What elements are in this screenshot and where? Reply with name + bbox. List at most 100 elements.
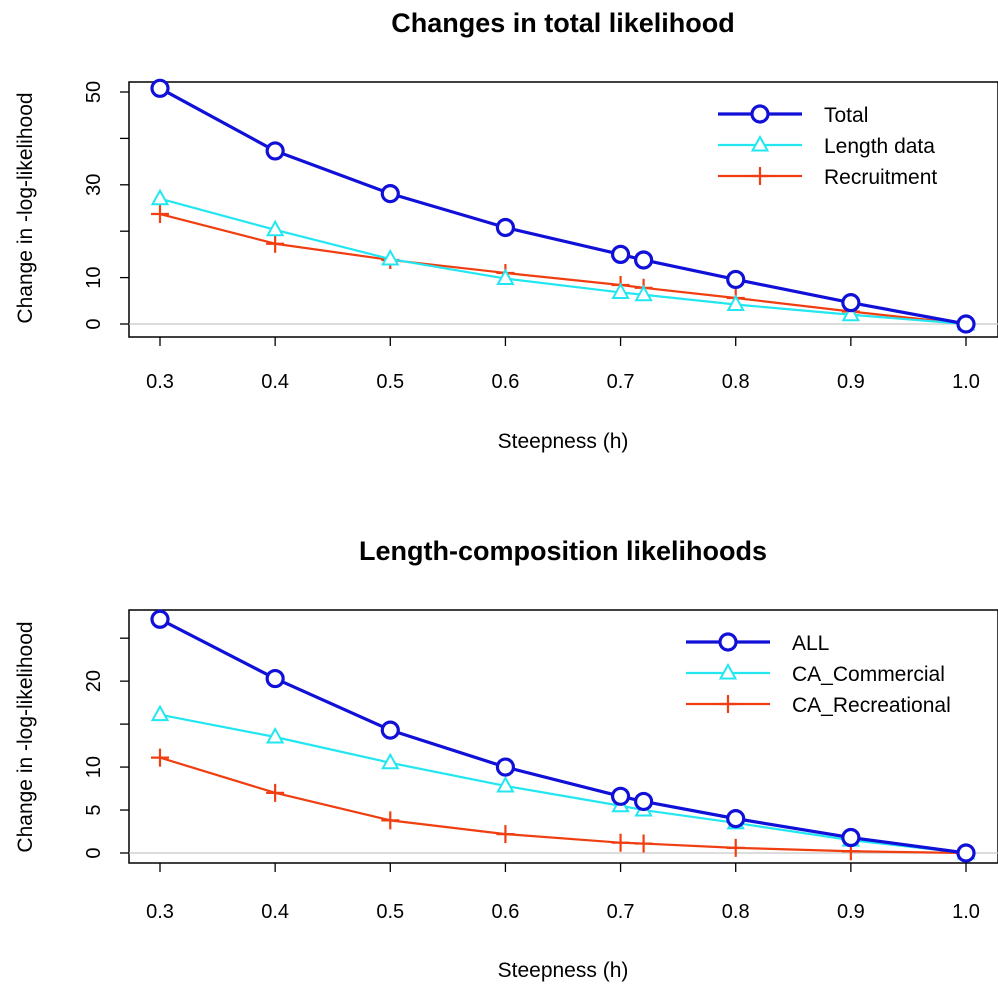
point-total (841, 293, 861, 313)
point-length-data (611, 282, 630, 299)
panel2-y-axis-label: Change in -log-likelihood (14, 621, 37, 852)
point-ca-recreational (496, 825, 515, 844)
point-total (956, 314, 976, 334)
point-recruitment (151, 205, 169, 224)
series-total (150, 78, 976, 334)
legend-swatch-marker (718, 632, 738, 652)
point-all (726, 809, 746, 829)
legend-item-total: Total (718, 104, 868, 127)
point-ca-recreational (266, 783, 285, 802)
x-tick-label: 0.4 (261, 901, 289, 923)
y-tick-label: 20 (83, 670, 105, 692)
point-length-data (265, 219, 285, 237)
x-tick-label: 0.9 (837, 371, 865, 393)
panel2-x-axis-label: Steepness (h) (498, 959, 629, 982)
point-ca-commercial (150, 704, 170, 722)
series-ca-recreational (151, 748, 975, 862)
point-total (150, 78, 170, 98)
y-tick-label: 10 (83, 266, 105, 288)
point-ca-recreational (611, 833, 630, 852)
x-tick-label: 0.5 (376, 901, 404, 923)
y-tick-label: 50 (83, 81, 105, 103)
point-total (380, 184, 400, 204)
x-tick-label: 0.7 (607, 371, 635, 393)
point-ca-commercial (496, 775, 515, 793)
panel-total-likelihood: Changes in total likelihood 0.3 0.4 0.5 0.6… (14, 8, 998, 453)
panel2-series (129, 609, 998, 863)
series-all (150, 609, 976, 863)
series-length-data (150, 188, 976, 331)
series-line-all (159, 617, 967, 855)
legend-swatch-marker (719, 695, 737, 713)
point-length-data (726, 294, 745, 312)
panel1-legend: Total Length data Recruitment (718, 104, 937, 189)
point-length-data (150, 188, 170, 206)
panel1-plot-frame (128, 81, 998, 338)
point-all (841, 827, 861, 848)
point-length-data (381, 248, 400, 266)
x-tick-label: 1.0 (952, 901, 980, 923)
panel1-x-axis: 0.3 0.4 0.5 0.6 0.7 0.8 0.9 1.0 (146, 337, 980, 393)
x-tick-label: 0.6 (492, 371, 520, 393)
x-tick-label: 0.8 (722, 901, 750, 923)
point-all (495, 757, 516, 777)
panel1-title: Changes in total likelihood (391, 8, 735, 38)
point-total (265, 141, 285, 161)
point-total (726, 269, 746, 290)
legend-label: Recruitment (824, 166, 937, 189)
point-ca-commercial (381, 752, 400, 770)
point-length-data (841, 304, 861, 322)
legend-label: Total (824, 104, 868, 127)
legend-label: Length data (824, 135, 935, 158)
legend-item-ca-commercial: CA_Commercial (686, 662, 945, 686)
point-ca-recreational (151, 748, 169, 767)
point-all (265, 668, 285, 689)
point-total (495, 217, 516, 238)
legend-item-length-data: Length data (718, 134, 935, 158)
x-tick-label: 0.6 (492, 901, 520, 923)
point-all (380, 720, 400, 740)
x-tick-label: 0.9 (837, 901, 865, 923)
x-tick-label: 0.5 (376, 371, 404, 393)
x-tick-label: 0.3 (146, 901, 174, 923)
y-tick-label: 0 (83, 318, 105, 329)
legend-swatch-marker (751, 167, 769, 185)
legend-swatch-marker (750, 134, 770, 152)
point-all (956, 843, 976, 863)
x-tick-label: 1.0 (952, 371, 980, 393)
point-ca-commercial (265, 726, 285, 744)
point-length-data (496, 268, 515, 286)
legend-label: ALL (792, 632, 829, 655)
panel2-plot-frame (128, 609, 998, 864)
point-ca-recreational (634, 834, 653, 853)
x-tick-label: 0.3 (146, 371, 174, 393)
point-length-data (634, 284, 653, 302)
y-tick-label: 10 (83, 756, 105, 778)
point-all (610, 786, 631, 806)
legend-label: CA_Recreational (792, 694, 951, 717)
point-ca-recreational (381, 811, 400, 830)
legend-item-recruitment: Recruitment (718, 166, 937, 189)
panel2-y-axis: 0 5 10 20 (83, 637, 129, 859)
panel-length-composition: Length-composition likelihoods 0.3 0.4 0.5… (14, 536, 998, 982)
point-total (610, 244, 631, 264)
legend-swatch-marker (750, 104, 770, 124)
legend-label: CA_Commercial (792, 663, 945, 686)
point-recruitment (266, 234, 285, 253)
point-ca-recreational (726, 838, 745, 857)
panel1-series (129, 78, 998, 334)
x-tick-label: 0.7 (607, 901, 635, 923)
legend-item-all: ALL (686, 632, 829, 655)
y-tick-label: 5 (83, 804, 105, 815)
panel2-x-axis: 0.3 0.4 0.5 0.6 0.7 0.8 0.9 1.0 (146, 863, 980, 923)
panel2-title: Length-composition likelihoods (359, 536, 767, 566)
legend-swatch-marker (718, 662, 738, 680)
point-total (633, 250, 654, 270)
panel1-x-axis-label: Steepness (h) (498, 430, 629, 453)
point-all (150, 609, 170, 629)
x-tick-label: 0.8 (722, 371, 750, 393)
point-all (633, 791, 654, 812)
y-tick-label: 0 (83, 847, 105, 858)
panel1-y-axis: 0 10 30 50 (83, 81, 129, 330)
